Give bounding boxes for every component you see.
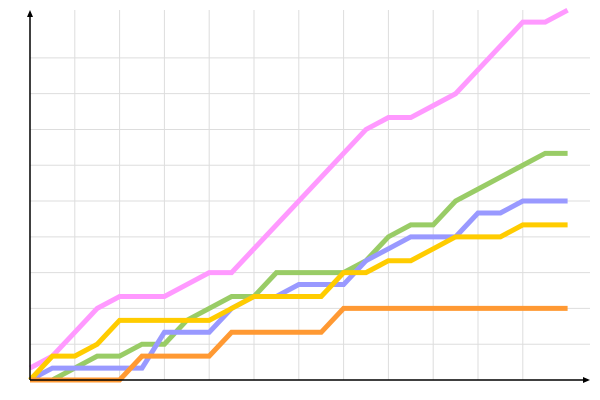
series-line-3 <box>28 198 568 383</box>
y-axis-arrow-icon <box>27 10 33 17</box>
axes <box>27 10 590 383</box>
series-line-4 <box>28 222 568 382</box>
series-line-2 <box>30 150 568 383</box>
x-axis-arrow-icon <box>583 377 590 383</box>
series-line-1 <box>28 7 569 371</box>
